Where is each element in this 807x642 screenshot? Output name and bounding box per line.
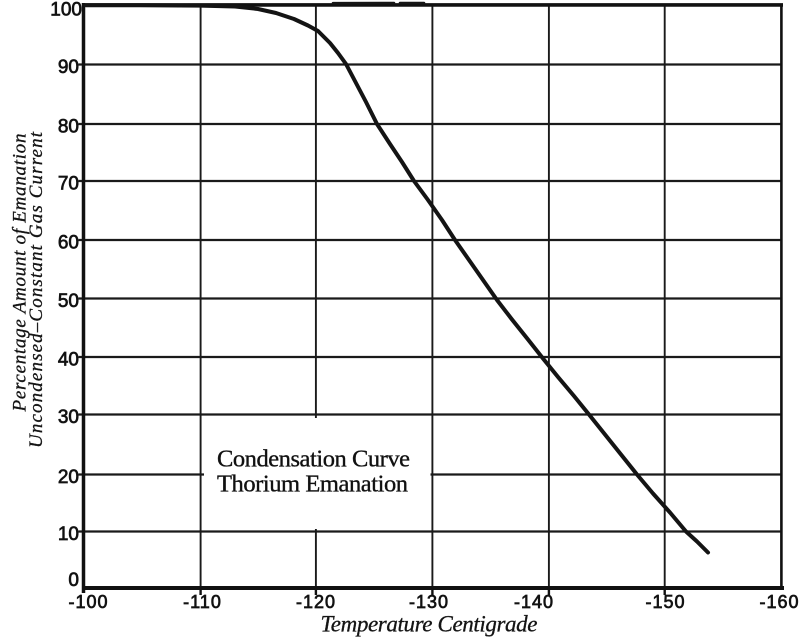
svg-text:80: 80 [58,117,79,138]
svg-text:-140: -140 [514,592,554,612]
svg-text:30: 30 [58,407,79,428]
svg-text:Percentage Amount of Emanation: Percentage Amount of Emanation [10,134,31,413]
svg-text:60: 60 [58,233,79,254]
svg-text:-120: -120 [296,592,336,612]
svg-text:-160: -160 [759,592,799,612]
svg-text:Thorium Emanation: Thorium Emanation [217,471,408,498]
svg-text:0: 0 [68,570,79,591]
svg-text:-130: -130 [409,592,449,612]
svg-text:90: 90 [58,57,79,78]
svg-text:100: 100 [50,0,82,21]
svg-text:40: 40 [58,350,79,371]
svg-text:-100: -100 [68,592,108,612]
svg-text:50: 50 [58,291,79,312]
svg-text:20: 20 [58,467,79,488]
svg-text:70: 70 [58,174,79,195]
svg-text:-150: -150 [645,592,685,612]
svg-text:-110: -110 [183,592,222,612]
svg-text:Temperature Centigrade: Temperature Centigrade [321,612,538,637]
svg-text:Condensation Curve: Condensation Curve [217,446,410,473]
svg-text:Uncondensed–Constant Gas Curre: Uncondensed–Constant Gas Current [26,131,47,448]
svg-text:10: 10 [58,524,79,545]
